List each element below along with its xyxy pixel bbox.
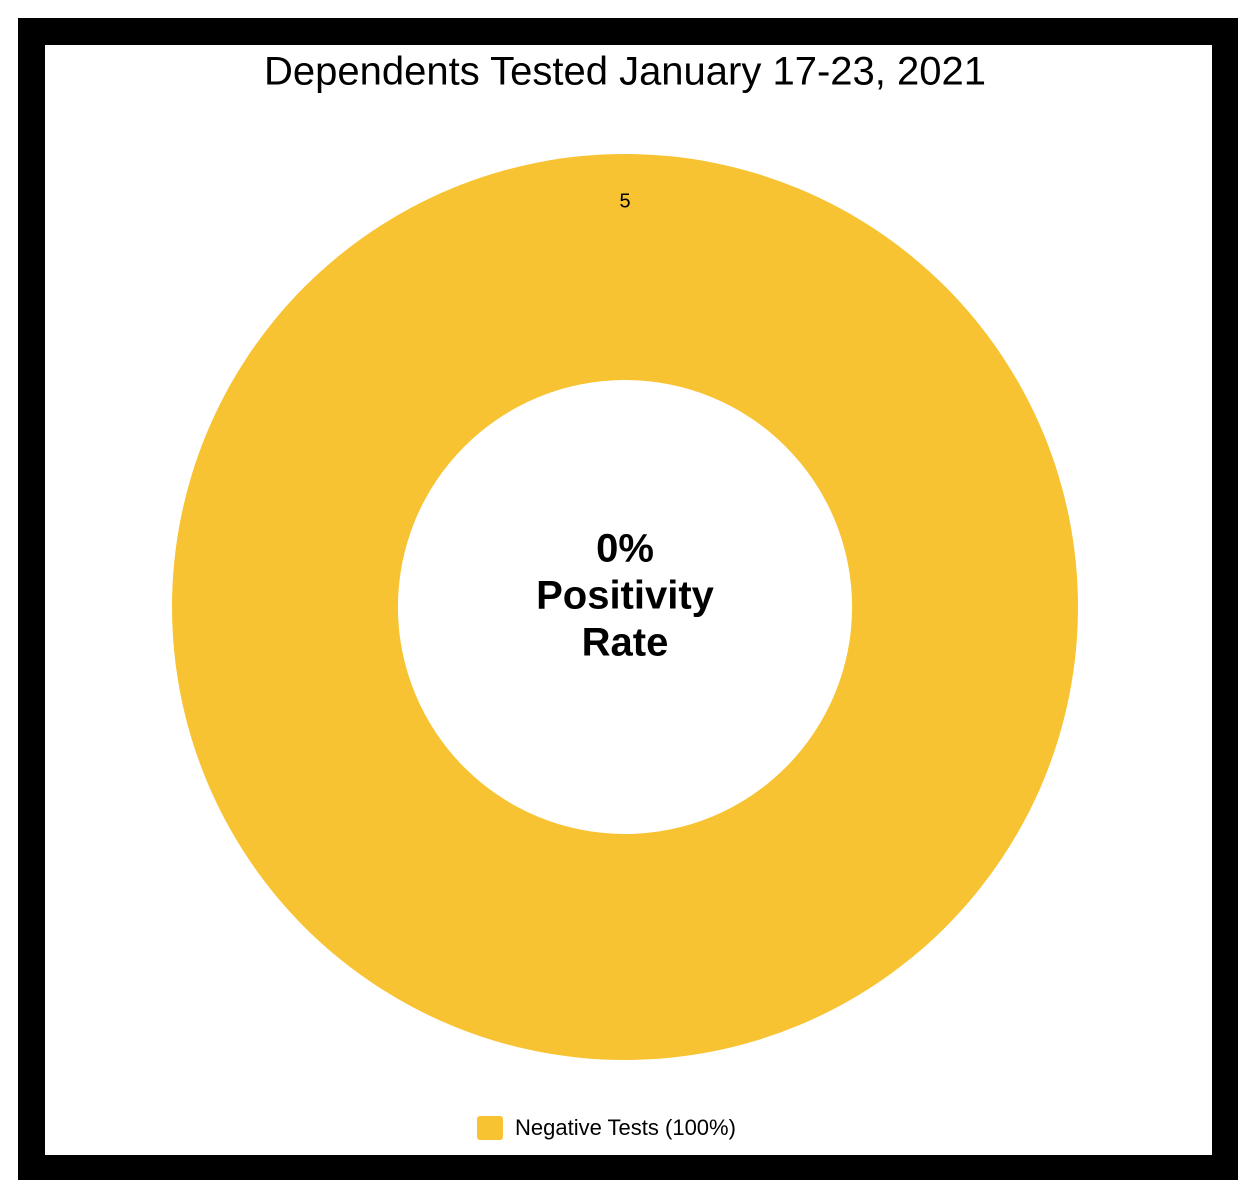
center-text: 0% <box>596 527 654 571</box>
slice <box>172 154 1078 1060</box>
center-text: Positivity <box>536 574 715 618</box>
data-label: 5 <box>619 190 630 212</box>
center-text: Rate <box>582 621 669 665</box>
legend-label: Negative Tests (100%) <box>515 1115 736 1140</box>
legend-swatch <box>477 1116 503 1140</box>
chart-title: Dependents Tested January 17-23, 2021 <box>264 50 986 94</box>
